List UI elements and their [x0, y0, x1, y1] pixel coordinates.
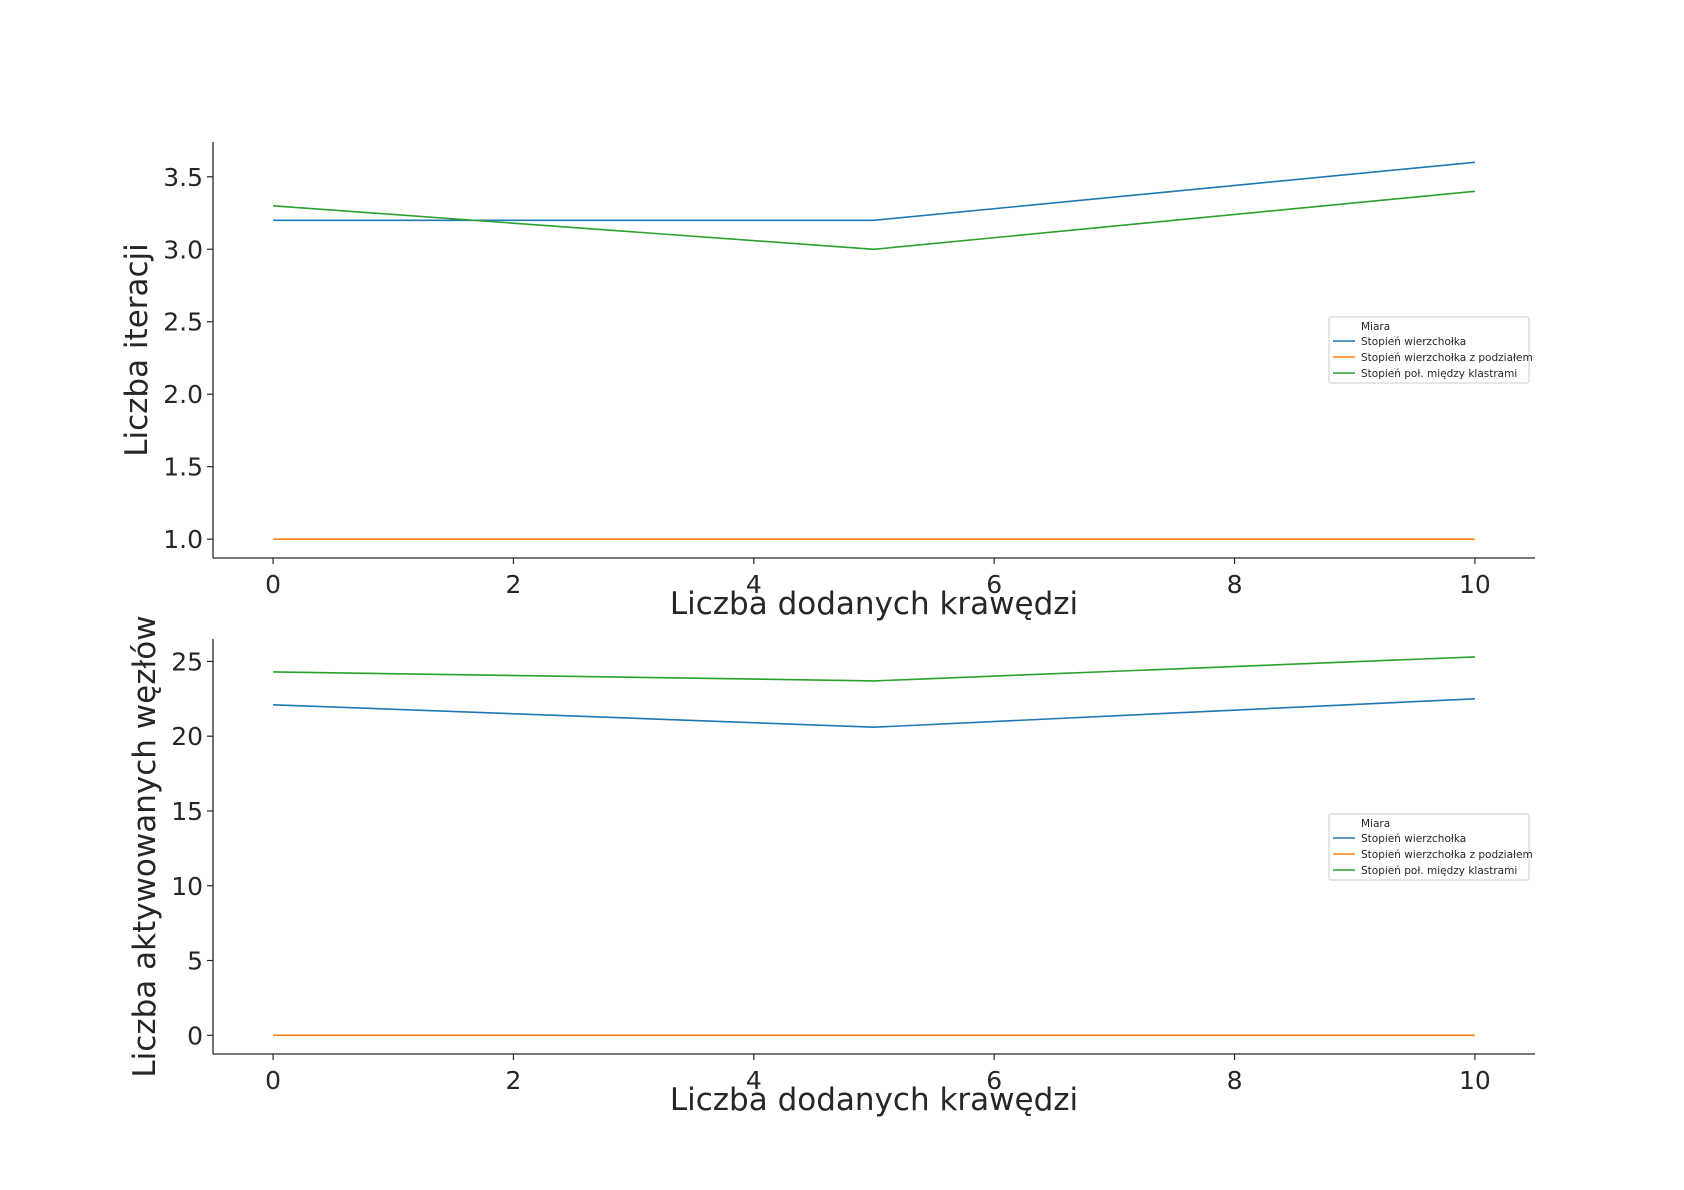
legend-frame: [1328, 813, 1530, 881]
x-tick-label: 8: [1227, 1066, 1243, 1095]
series-line: [273, 656, 1475, 682]
chart-activated-nodes: 0 2 4 6 8 10 0 5 10 15 20 25 Liczba dodanych krawędz…: [127, 615, 1535, 1118]
legend-title: Miara: [1361, 321, 1390, 333]
y-axis-title: Liczba iteracji: [119, 243, 155, 457]
x-axis-title: Liczba dodanych krawędzi: [670, 586, 1078, 622]
y-tick-label: 15: [171, 797, 203, 826]
y-axis-title: Liczba aktywowanych węzłów: [127, 615, 163, 1077]
y-tick-label: 1.0: [163, 525, 203, 554]
y-tick-label: 25: [171, 647, 203, 676]
y-tick-label: 20: [171, 722, 203, 751]
legend: Miara Stopień wierzchołka Stopień wierzcho…: [1328, 316, 1533, 384]
y-tick-label: 0: [187, 1021, 203, 1050]
x-tick-label: 2: [506, 570, 522, 599]
series-line: [273, 161, 1475, 222]
legend-entry: Stopień wierzchołka z podziałem: [1361, 849, 1533, 861]
legend-frame: [1328, 316, 1530, 384]
legend-entry: Stopień wierzchołka: [1361, 833, 1466, 845]
x-tick-label: 6: [986, 1066, 1002, 1095]
series-line: [273, 190, 1475, 251]
x-tick-label: 2: [506, 1066, 522, 1095]
x-tick-label: 4: [746, 570, 762, 599]
x-tick-label: 10: [1459, 1066, 1491, 1095]
legend-entry: Stopień wierzchołka z podziałem: [1361, 352, 1533, 364]
y-tick-label: 10: [171, 872, 203, 901]
series-line: [273, 698, 1475, 729]
y-tick-label: 2.5: [163, 308, 203, 337]
legend-entry: Stopień wierzchołka: [1361, 336, 1466, 348]
y-tick-label: 3.0: [163, 235, 203, 264]
x-tick-label: 0: [265, 1066, 281, 1095]
legend-title: Miara: [1361, 818, 1390, 830]
y-tick-label: 5: [187, 947, 203, 976]
x-tick-label: 8: [1227, 570, 1243, 599]
legend-entry: Stopień poł. między klastrami: [1361, 368, 1517, 380]
x-tick-label: 10: [1459, 570, 1491, 599]
y-tick-label: 1.5: [163, 453, 203, 482]
x-tick-label: 6: [986, 570, 1002, 599]
legend-entry: Stopień poł. między klastrami: [1361, 865, 1517, 877]
x-tick-label: 0: [265, 570, 281, 599]
x-tick-label: 4: [746, 1066, 762, 1095]
y-tick-label: 3.5: [163, 163, 203, 192]
legend: Miara Stopień wierzchołka Stopień wierzcho…: [1328, 813, 1533, 881]
y-tick-label: 2.0: [163, 380, 203, 409]
x-axis-title: Liczba dodanych krawędzi: [670, 1082, 1078, 1118]
chart-iterations: 0 2 4 6 8 10 1.0 1.5 2.0 2.5 3.0 3.5 Liczba dodanych…: [119, 142, 1535, 622]
